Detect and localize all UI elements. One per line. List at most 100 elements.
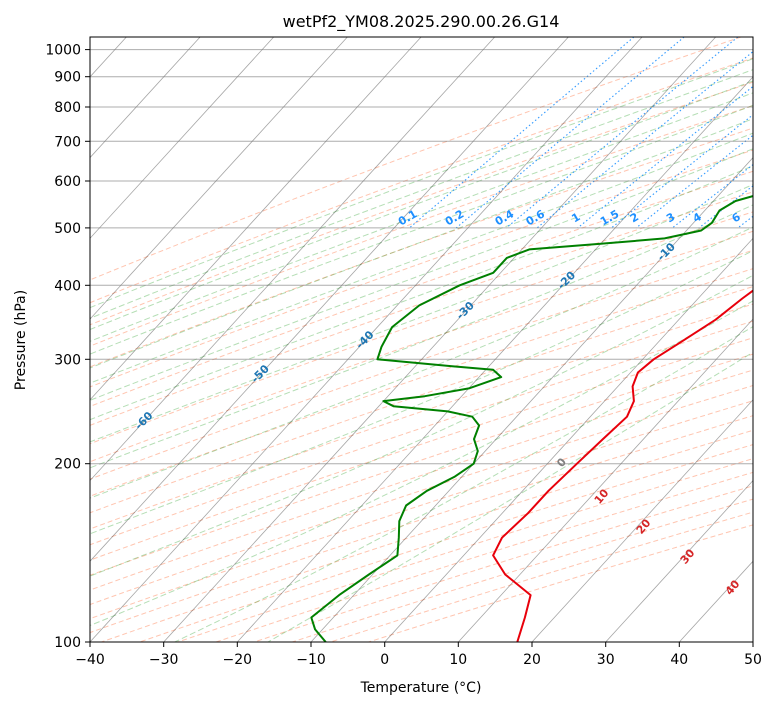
mixing-ratio-line — [698, 185, 753, 229]
isotherm — [90, 37, 348, 320]
mixing-ratio-line — [611, 114, 753, 229]
moist-adiabat — [90, 69, 753, 319]
isotherm — [458, 318, 753, 642]
mixing-ratio-line — [505, 37, 739, 229]
isotherm-label: -70 — [7, 466, 30, 489]
y-tick-label: 900 — [54, 70, 81, 86]
mixing-ratio-label: 1 — [569, 210, 582, 225]
line-labels: -100-90-80-70-60-50-40-30-20-100.10.20.4… — [7, 207, 771, 598]
dry-adiabat — [254, 485, 753, 642]
mixing-ratio-line — [455, 37, 685, 229]
moist-adiabat — [90, 58, 753, 309]
x-axis-title: Temperature (°C) — [360, 680, 482, 696]
y-tick-label: 300 — [54, 352, 81, 368]
dry-adiabat — [90, 337, 753, 561]
dry-adiabat — [90, 170, 753, 407]
x-tick-label: −20 — [223, 652, 253, 668]
y-tick-label: 100 — [54, 635, 81, 651]
moist-adiabat-label: 30 — [678, 546, 698, 566]
dry-adiabat — [90, 353, 753, 576]
moist-adiabat — [90, 184, 753, 443]
mixing-ratio-line — [672, 163, 753, 229]
mixing-ratio-line — [536, 50, 753, 229]
dry-adiabat — [90, 37, 742, 281]
dry-adiabat — [90, 415, 753, 634]
isotherm — [531, 399, 753, 642]
isotherm — [90, 37, 201, 159]
temperature-profile — [492, 289, 753, 642]
y-tick-label: 400 — [54, 278, 81, 294]
moist-adiabat — [90, 132, 753, 384]
y-tick-label: 700 — [54, 134, 81, 150]
isotherm — [90, 37, 569, 562]
mixing-ratio-label: 0.1 — [396, 207, 419, 228]
moist-adiabat — [90, 148, 753, 401]
dry-adiabat — [90, 105, 753, 347]
moist-adiabat — [90, 92, 753, 342]
x-tick-label: 30 — [597, 652, 615, 668]
mixing-ratio-label: 8 — [758, 210, 771, 225]
mixing-ratio-label: 0.4 — [493, 207, 517, 228]
dry-adiabat — [90, 320, 753, 546]
plot-frame — [89, 36, 754, 643]
x-tick-label: 50 — [744, 652, 762, 668]
isotherm — [237, 76, 753, 642]
dry-adiabat — [90, 369, 753, 591]
y-axis-title: Pressure (hPa) — [13, 290, 29, 390]
y-tick-label: 1000 — [45, 43, 81, 59]
y-tick-label: 600 — [54, 174, 81, 190]
mixing-ratio-label: 3 — [664, 210, 677, 225]
y-tick-label: 200 — [54, 457, 81, 473]
moist-adiabat-label: 40 — [723, 577, 743, 597]
moist-adiabat — [90, 118, 753, 369]
dry-adiabat — [90, 303, 753, 530]
dry-adiabat — [139, 444, 753, 642]
mixing-ratio-label: 6 — [730, 210, 743, 225]
mixing-ratio-label: 0.2 — [443, 207, 466, 228]
mixing-ratio-line — [766, 37, 775, 228]
isotherm — [90, 37, 495, 482]
x-axis: −40 −30 −20 −10 0 10 20 30 40 50 — [75, 642, 762, 668]
moist-adiabat — [90, 80, 753, 331]
dry-adiabat — [90, 385, 753, 606]
mixing-ratio-label: 4 — [691, 210, 704, 225]
isotherm — [752, 641, 753, 642]
dry-adiabat — [90, 57, 753, 304]
moist-adiabat — [267, 351, 753, 642]
dry-adiabat — [90, 127, 753, 368]
moist-adiabat — [90, 104, 753, 355]
isotherm — [90, 37, 274, 239]
isotherm — [384, 237, 753, 642]
isotherm — [90, 37, 422, 401]
dry-adiabat — [90, 400, 753, 620]
x-tick-label: −30 — [149, 652, 179, 668]
mixing-ratio-line — [577, 85, 753, 229]
x-tick-label: −10 — [296, 652, 326, 668]
x-tick-label: 40 — [670, 652, 688, 668]
x-tick-label: −40 — [75, 652, 105, 668]
background-lines — [90, 37, 775, 642]
mixing-ratio-label: 2 — [628, 210, 641, 225]
isotherm — [310, 157, 753, 642]
moist-adiabat — [90, 226, 753, 499]
chart-title: wetPf2_YM08.2025.290.00.26.G14 — [283, 12, 560, 32]
moist-adiabat — [90, 250, 753, 535]
moist-adiabat — [90, 204, 753, 469]
dewpoint-profile — [310, 194, 753, 642]
moist-adiabat-label: 10 — [592, 486, 612, 506]
moist-adiabat — [90, 274, 753, 577]
moist-adiabat-label: 0 — [554, 455, 569, 469]
isotherm — [163, 37, 716, 642]
pressure-grid — [90, 49, 753, 642]
x-tick-label: 20 — [523, 652, 541, 668]
y-tick-label: 800 — [54, 100, 81, 116]
mixing-ratio-line — [409, 37, 635, 229]
profiles — [310, 194, 753, 642]
y-tick-label: 500 — [54, 221, 81, 237]
x-tick-label: 10 — [449, 652, 467, 668]
y-axis: 100 200 300 400 500 600 700 800 900 1000 — [45, 43, 90, 651]
moist-adiabat — [90, 300, 753, 627]
isotherm — [605, 479, 753, 642]
x-tick-label: 0 — [380, 652, 389, 668]
